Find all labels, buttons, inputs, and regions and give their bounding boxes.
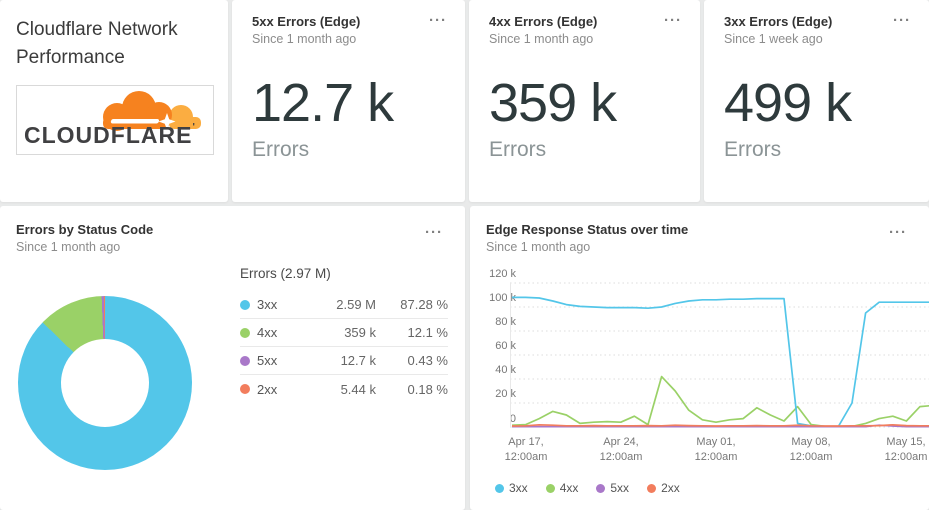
stat-card-title: 3xx Errors (Edge) [724, 14, 833, 29]
cloudflare-wordmark: CLOUDFLARE' [24, 122, 196, 148]
stat-card-title: 5xx Errors (Edge) [252, 14, 361, 29]
series-color-dot [647, 483, 657, 493]
y-axis-tick: 100 k [489, 292, 516, 304]
x-axis-tick: May 08, 12:00am [789, 436, 833, 463]
x-axis-tick: Apr 24, 12:00am [599, 436, 643, 463]
donut-chart[interactable] [18, 296, 192, 470]
legend-item-3xx[interactable]: 3xx [495, 481, 528, 495]
stat-unit-label: Errors [489, 138, 547, 161]
line-chart[interactable] [510, 270, 929, 445]
errors-by-status-card: Errors by Status Code Since 1 month ago … [0, 206, 465, 510]
stat-card-title: 4xx Errors (Edge) [489, 14, 598, 29]
line-chart-title: Edge Response Status over time [486, 222, 689, 237]
series-color-dot [240, 355, 250, 366]
stat-card-timeframe: Since 1 month ago [489, 32, 594, 46]
x-axis-tick: May 01, 12:00am [694, 436, 738, 463]
stat-value: 499 k [724, 73, 852, 133]
stat-card-4xx: 4xx Errors (Edge) Since 1 month ago ··· … [469, 0, 700, 202]
legend-row-4xx[interactable]: 4xx 359 k 12.1 % [240, 319, 448, 347]
series-color-dot [240, 327, 250, 338]
series-color-dot [596, 483, 606, 493]
cloudflare-logo: CLOUDFLARE' [16, 85, 214, 155]
line-chart-timeframe: Since 1 month ago [486, 240, 591, 254]
line-chart-legend: 3xx 4xx 5xx 2xx [495, 481, 698, 495]
donut-card-timeframe: Since 1 month ago [16, 240, 121, 254]
stat-card-timeframe: Since 1 week ago [724, 32, 823, 46]
series-color-dot [240, 384, 250, 394]
y-axis-tick: 0 [509, 413, 516, 425]
legend-item-5xx[interactable]: 5xx [596, 481, 629, 495]
stat-card-timeframe: Since 1 month ago [252, 32, 357, 46]
more-menu-icon[interactable]: ··· [664, 12, 682, 29]
series-color-dot [545, 483, 555, 493]
stat-card-3xx: 3xx Errors (Edge) Since 1 week ago ··· 4… [704, 0, 929, 202]
more-menu-icon[interactable]: ··· [889, 224, 907, 241]
edge-response-status-card: Edge Response Status over time Since 1 m… [470, 206, 929, 510]
legend-row-5xx[interactable]: 5xx 12.7 k 0.43 % [240, 347, 448, 375]
stat-unit-label: Errors [252, 138, 310, 161]
series-color-dot [240, 299, 250, 310]
x-axis-tick: May 15, 12:00am [884, 436, 928, 463]
y-axis-tick: 120 k [489, 268, 516, 280]
dashboard-title: Cloudflare Network Performance [16, 19, 178, 68]
stat-card-5xx: 5xx Errors (Edge) Since 1 month ago ··· … [232, 0, 465, 202]
legend-item-2xx[interactable]: 2xx [647, 481, 680, 495]
cloudflare-cloud-icon [103, 91, 201, 131]
more-menu-icon[interactable]: ··· [429, 12, 447, 29]
donut-legend-title: Errors (2.97 M) [240, 266, 331, 281]
dashboard-title-card: Cloudflare Network Performance CLOUDFLAR… [0, 0, 228, 202]
donut-legend: Errors (2.97 M) 3xx 2.59 M 87.28 % 4xx 3… [240, 266, 448, 403]
more-menu-icon[interactable]: ··· [893, 12, 911, 29]
stat-value: 359 k [489, 73, 617, 133]
legend-row-2xx[interactable]: 2xx 5.44 k 0.18 % [240, 375, 448, 403]
more-menu-icon[interactable]: ··· [425, 224, 443, 241]
stat-value: 12.7 k [252, 73, 394, 133]
series-color-dot [495, 483, 504, 493]
donut-card-title: Errors by Status Code [16, 222, 154, 237]
legend-item-4xx[interactable]: 4xx [545, 481, 578, 495]
x-axis-tick: Apr 17, 12:00am [504, 436, 548, 463]
legend-row-3xx[interactable]: 3xx 2.59 M 87.28 % [240, 291, 448, 319]
stat-unit-label: Errors [724, 138, 782, 161]
